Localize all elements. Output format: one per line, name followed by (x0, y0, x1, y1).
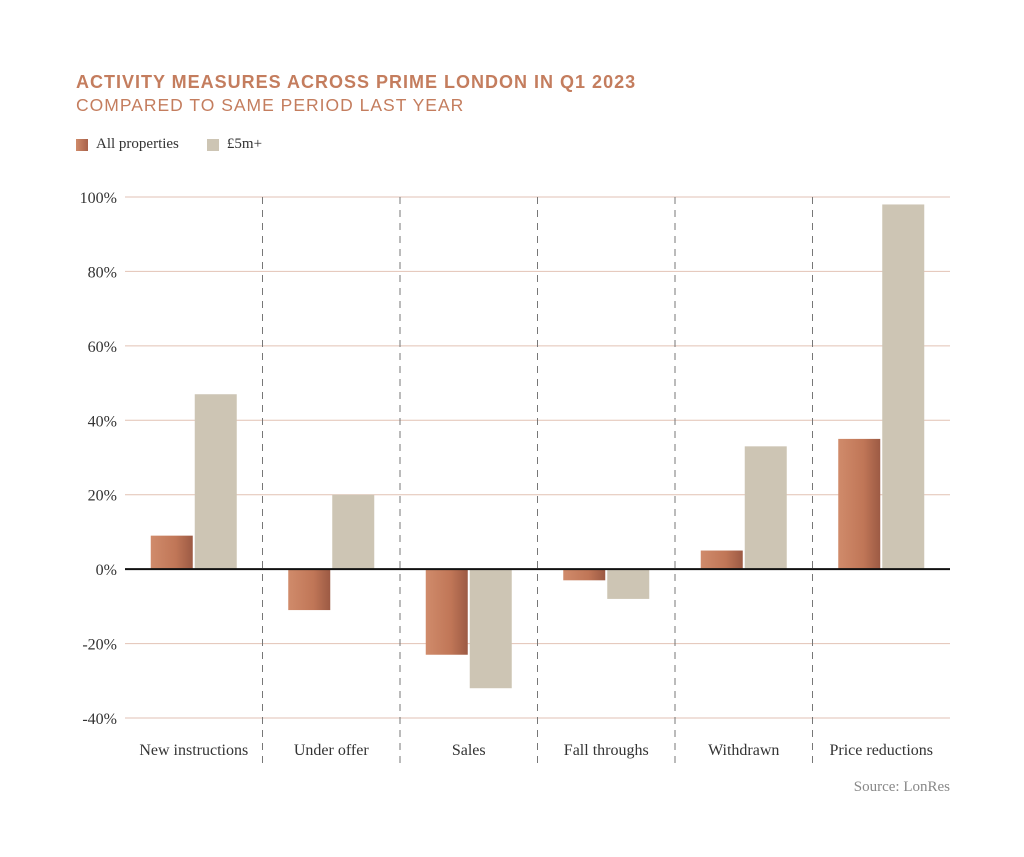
x-tick-label: Under offer (294, 742, 369, 759)
legend-swatch-5m-plus (206, 138, 219, 151)
bar-5m-plus (744, 446, 787, 570)
y-tick-label: 0% (96, 562, 117, 579)
legend-label: All properties (96, 136, 179, 152)
bar-all-properties (425, 569, 468, 655)
y-tick-label: -20% (82, 637, 117, 654)
bar-5m-plus (882, 204, 925, 570)
x-tick-label: Sales (452, 742, 486, 759)
bar-5m-plus (469, 569, 512, 689)
source-note: Source: LonRes (853, 779, 950, 795)
bar-all-properties (563, 569, 606, 581)
y-tick-label: 100% (80, 190, 117, 207)
legend-item-5m-plus: £5m+ (206, 136, 263, 153)
bar-5m-plus (194, 394, 237, 570)
bar-all-properties (700, 550, 743, 570)
y-tick-label: 80% (88, 264, 117, 281)
bar-all-properties (838, 438, 881, 570)
x-tick-label: Fall throughs (564, 742, 649, 759)
x-tick-label: Withdrawn (708, 742, 779, 759)
y-tick-label: -40% (82, 711, 117, 728)
legend-label: £5m+ (226, 136, 263, 152)
chart-title: ACTIVITY MEASURES ACROSS PRIME LONDON IN… (76, 72, 637, 92)
legend-swatch-all-properties (76, 138, 88, 151)
y-tick-label: 40% (88, 413, 117, 430)
x-tick-label: Price reductions (829, 742, 933, 759)
bar-5m-plus (332, 494, 375, 570)
legend-item-all-properties: All properties (76, 136, 179, 153)
chart-subtitle: COMPARED TO SAME PERIOD LAST YEAR (76, 95, 465, 115)
y-tick-label: 20% (88, 488, 117, 505)
bar-5m-plus (607, 569, 650, 599)
bar-all-properties (150, 535, 193, 570)
legend: All properties £5m+ (76, 136, 290, 153)
x-tick-label: New instructions (139, 742, 248, 759)
y-tick-label: 60% (88, 339, 117, 356)
bar-all-properties (288, 569, 331, 611)
